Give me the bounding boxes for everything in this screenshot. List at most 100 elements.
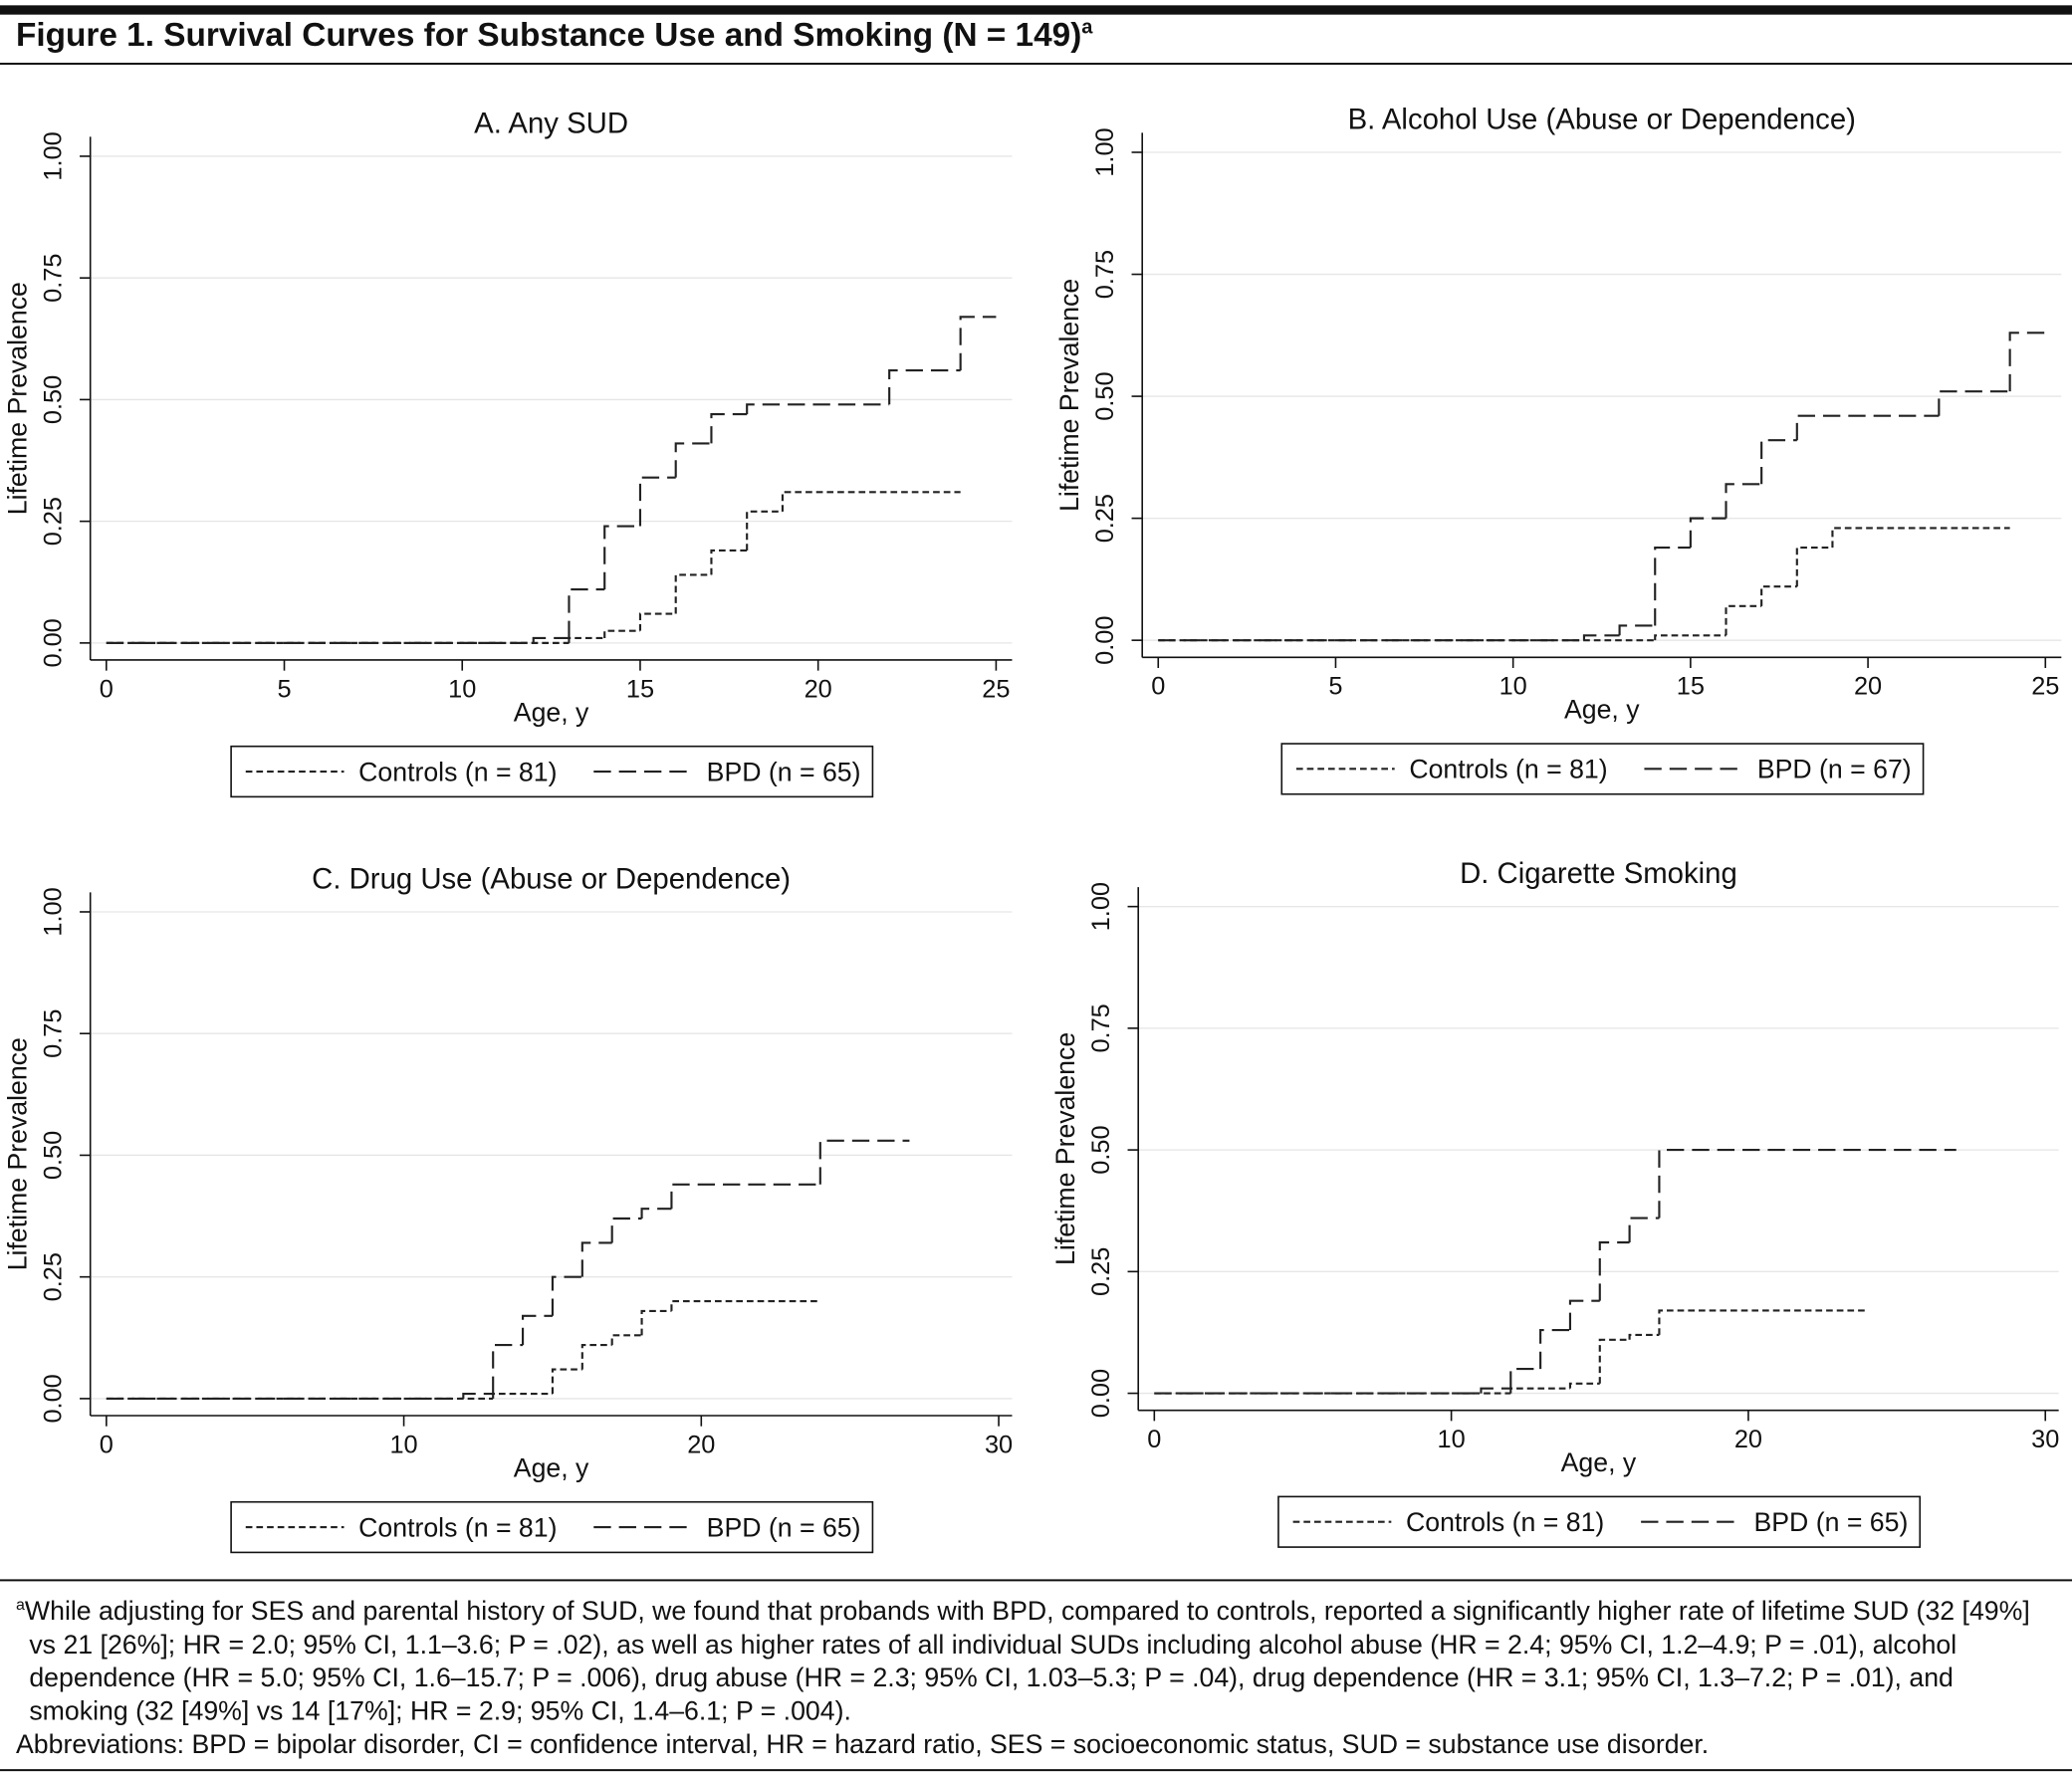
step-segment	[1628, 1333, 1660, 1340]
footnote: aWhile adjusting for SES and parental hi…	[16, 1588, 2048, 1728]
y-tick-label: 0.25	[39, 497, 67, 546]
x-axis-title: Age, y	[514, 1452, 589, 1482]
step-segment	[1568, 1299, 1600, 1331]
step-segment	[551, 1368, 582, 1395]
x-tick-label: 0	[100, 675, 114, 703]
step-segment	[532, 636, 570, 643]
y-tick-label: 0.50	[39, 375, 67, 424]
legend-label: BPD (n = 65)	[1754, 1507, 1909, 1537]
step-segment	[1480, 1387, 1511, 1394]
legend-box	[1280, 743, 1925, 795]
step-segment	[1689, 517, 1727, 549]
step-segment	[746, 510, 783, 551]
abbreviations: Abbreviations: BPD = bipolar disorder, C…	[16, 1729, 1710, 1760]
step-segment	[610, 1217, 642, 1243]
step-segment	[462, 1392, 494, 1399]
step-segment	[670, 1300, 820, 1311]
top-rule	[0, 5, 2072, 15]
x-tick-label: 30	[985, 1431, 1013, 1458]
chart-title: A. Any SUD	[474, 107, 628, 139]
y-tick-label: 0.00	[39, 1374, 67, 1423]
step-segment	[1795, 414, 1940, 441]
x-tick-label: 5	[277, 675, 291, 703]
y-tick-label: 0.25	[39, 1252, 67, 1301]
x-tick-label: 30	[2031, 1426, 2059, 1453]
step-segment	[1654, 634, 1727, 641]
x-tick-label: 20	[1854, 673, 1882, 701]
y-tick-label: 0.75	[39, 1009, 67, 1058]
step-segment	[522, 1314, 553, 1346]
step-segment	[580, 1344, 612, 1370]
step-segment	[1760, 585, 1797, 606]
step-segment	[1618, 624, 1656, 636]
step-segment	[674, 442, 712, 478]
step-segment	[568, 588, 605, 638]
x-tick-label: 20	[1734, 1426, 1762, 1453]
step-segment	[674, 573, 712, 614]
step-segment	[1831, 527, 2010, 549]
x-tick-label: 10	[1438, 1426, 1466, 1453]
step-segment	[1509, 1387, 1570, 1394]
step-segment	[638, 612, 676, 631]
chart-title: B. Alcohol Use (Abuse or Dependence)	[1348, 103, 1856, 135]
figure-title: Figure 1. Survival Curves for Substance …	[16, 16, 1092, 55]
step-segment	[746, 403, 890, 415]
step-segment	[568, 636, 605, 643]
step-segment	[1628, 1217, 1660, 1242]
x-tick-label: 10	[1499, 673, 1527, 701]
step-segment	[888, 369, 961, 405]
legend-label: Controls (n = 81)	[358, 1512, 557, 1542]
legend-label: BPD (n = 65)	[707, 1512, 861, 1542]
step-segment	[710, 549, 748, 575]
y-tick-label: 0.00	[1087, 1369, 1115, 1418]
legend-label: Controls (n = 81)	[358, 757, 557, 786]
step-segment	[959, 316, 997, 371]
y-tick-label: 0.00	[39, 618, 67, 667]
step-segment	[1658, 1309, 1868, 1335]
legend-label: BPD (n = 67)	[1757, 755, 1912, 784]
y-tick-label: 0.75	[39, 254, 67, 303]
x-tick-label: 25	[982, 675, 1010, 703]
step-segment	[818, 1139, 910, 1185]
step-segment	[710, 413, 748, 444]
y-tick-label: 0.50	[1091, 371, 1119, 420]
step-segment	[1582, 634, 1620, 641]
legend-label: Controls (n = 81)	[1406, 1507, 1604, 1537]
y-tick-label: 0.25	[1091, 494, 1119, 543]
legend-label: Controls (n = 81)	[1409, 755, 1607, 784]
x-tick-label: 20	[687, 1431, 715, 1458]
x-tick-label: 15	[626, 675, 654, 703]
step-segment	[492, 1344, 524, 1395]
step-segment	[1598, 1338, 1630, 1384]
x-tick-label: 10	[448, 675, 476, 703]
step-segment	[1598, 1240, 1630, 1301]
x-axis-title: Age, y	[514, 697, 589, 727]
chart-title: D. Cigarette Smoking	[1460, 857, 1737, 890]
step-segment	[1795, 546, 1833, 587]
legend-box	[230, 1500, 874, 1554]
step-segment	[580, 1241, 612, 1277]
legend-label: BPD (n = 65)	[707, 757, 861, 786]
y-axis-title: Lifetime Prevalence	[1054, 279, 1084, 512]
step-segment	[638, 476, 676, 527]
note-mark: a	[1081, 16, 1093, 39]
x-axis-title: Age, y	[1564, 695, 1640, 725]
step-segment	[670, 1183, 820, 1210]
x-tick-label: 10	[389, 1431, 417, 1458]
step-segment	[781, 491, 961, 512]
x-tick-label: 5	[1328, 673, 1342, 701]
x-tick-label: 0	[100, 1431, 114, 1458]
title-text: Figure 1. Survival Curves for Substance …	[16, 16, 1082, 54]
step-segment	[1760, 439, 1797, 485]
y-tick-label: 1.00	[1091, 127, 1119, 176]
step-segment	[603, 525, 640, 590]
y-tick-label: 0.00	[1091, 616, 1119, 665]
x-tick-label: 25	[2031, 673, 2059, 701]
legend-box	[230, 745, 874, 798]
y-axis-title: Lifetime Prevalence	[1050, 1032, 1080, 1265]
y-tick-label: 0.50	[1087, 1125, 1115, 1174]
footnote-text: While adjusting for SES and parental his…	[24, 1597, 2030, 1726]
legend-box	[1277, 1495, 1922, 1548]
step-segment	[551, 1275, 582, 1316]
